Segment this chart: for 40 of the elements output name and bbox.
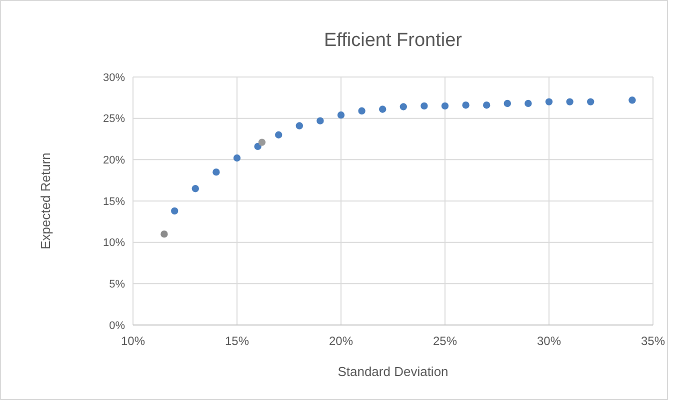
- point: [337, 111, 345, 119]
- x-tick-label: 25%: [432, 334, 458, 348]
- chart-title: Efficient Frontier: [324, 30, 463, 51]
- x-axis-title: Standard Deviation: [338, 364, 448, 379]
- y-tick-label: 30%: [102, 72, 126, 84]
- point: [258, 138, 266, 146]
- point: [504, 100, 511, 108]
- point: [316, 117, 324, 124]
- point: [462, 102, 470, 109]
- y-tick-label: 20%: [102, 154, 126, 167]
- point: [628, 96, 636, 104]
- y-tick-label: 0%: [109, 320, 126, 332]
- point: [254, 142, 262, 150]
- y-tick-label: 5%: [109, 278, 126, 291]
- x-tick-label: 20%: [328, 334, 354, 348]
- point: [587, 98, 594, 106]
- point: [212, 168, 220, 176]
- point: [400, 103, 407, 110]
- point: [441, 102, 449, 110]
- point: [171, 207, 178, 215]
- point: [192, 185, 199, 192]
- point: [275, 131, 282, 138]
- point: [296, 122, 303, 130]
- point: [483, 102, 490, 109]
- x-tick-label: 10%: [120, 334, 146, 348]
- point: [233, 154, 241, 162]
- x-tick-label: 15%: [224, 334, 250, 348]
- point: [379, 106, 386, 113]
- x-tick-label: 30%: [536, 334, 562, 348]
- point: [524, 100, 532, 108]
- point: [545, 98, 553, 106]
- x-tick-label: 35%: [640, 334, 666, 348]
- y-axis-title: Expected Return: [38, 152, 53, 250]
- point: [420, 102, 428, 110]
- y-tick-label: 25%: [102, 113, 126, 126]
- point: [358, 107, 366, 114]
- y-tick-label: 10%: [102, 237, 126, 250]
- point: [160, 230, 168, 238]
- y-tick-label: 15%: [102, 196, 126, 208]
- point: [566, 98, 574, 106]
